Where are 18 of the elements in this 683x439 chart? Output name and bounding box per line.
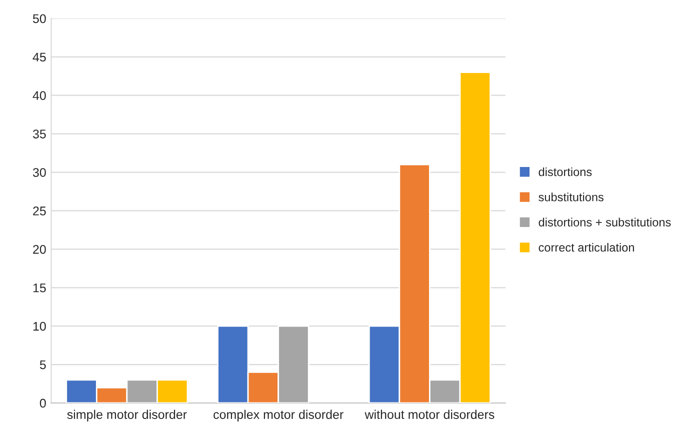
legend-label: substitutions <box>538 192 604 202</box>
x-tick-label: complex motor disorder <box>214 410 344 422</box>
y-tick-label: 25 <box>33 206 46 216</box>
x-tick-label: without motor disorders <box>364 410 494 419</box>
y-tick-label: 5 <box>40 360 46 370</box>
legend-label: distortions <box>538 167 592 176</box>
legend-label: distortions + substitutions <box>538 218 671 226</box>
y-tick-label: 45 <box>32 52 46 62</box>
y-tick-label: 30 <box>32 168 46 177</box>
x-tick-label: simple motor disorder <box>67 410 187 422</box>
y-tick-label: 15 <box>33 284 46 292</box>
y-tick-label: 40 <box>32 91 46 100</box>
y-tick-label: 20 <box>33 244 46 254</box>
legend-label: correct articulation <box>538 242 634 252</box>
y-tick-label: 35 <box>32 130 46 138</box>
y-tick-label: 0 <box>40 398 46 408</box>
y-tick-label: 50 <box>32 14 46 24</box>
y-tick-label: 10 <box>33 322 46 331</box>
